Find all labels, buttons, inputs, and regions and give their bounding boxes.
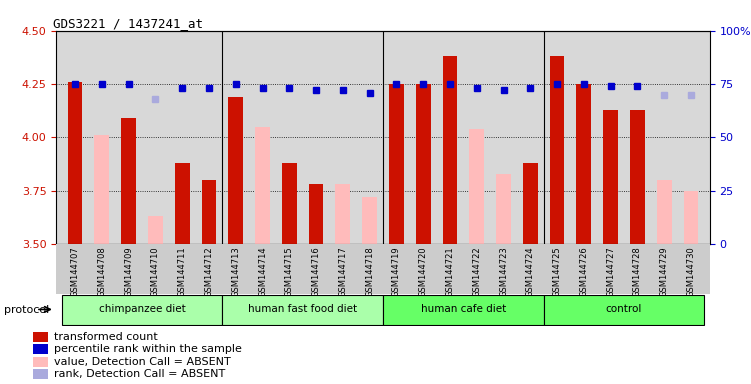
Text: protocol: protocol	[4, 305, 49, 315]
Text: GSM144718: GSM144718	[365, 247, 374, 297]
Text: rank, Detection Call = ABSENT: rank, Detection Call = ABSENT	[54, 369, 225, 379]
Bar	[228, 97, 243, 244]
Text: GSM144717: GSM144717	[339, 247, 348, 297]
Text: GDS3221 / 1437241_at: GDS3221 / 1437241_at	[53, 17, 203, 30]
Text: value, Detection Call = ABSENT: value, Detection Call = ABSENT	[54, 357, 231, 367]
Text: GSM144722: GSM144722	[472, 247, 481, 297]
Text: chimpanzee diet: chimpanzee diet	[98, 305, 185, 314]
Text: GSM144716: GSM144716	[312, 247, 321, 297]
Bar	[550, 56, 565, 244]
Bar	[389, 84, 404, 244]
Bar	[56, 244, 710, 294]
Text: GSM144725: GSM144725	[553, 247, 562, 297]
Text: GSM144713: GSM144713	[231, 247, 240, 297]
Text: GSM144727: GSM144727	[606, 247, 615, 297]
Text: GSM144715: GSM144715	[285, 247, 294, 297]
Bar	[34, 357, 48, 367]
Bar	[34, 369, 48, 379]
Text: GSM144723: GSM144723	[499, 247, 508, 297]
Bar	[362, 197, 377, 244]
FancyBboxPatch shape	[544, 295, 704, 325]
Text: GSM144721: GSM144721	[445, 247, 454, 297]
Text: GSM144708: GSM144708	[98, 247, 107, 297]
Bar	[603, 109, 618, 244]
Text: GSM144714: GSM144714	[258, 247, 267, 297]
Bar	[95, 135, 109, 244]
Text: GSM144711: GSM144711	[178, 247, 187, 297]
FancyBboxPatch shape	[383, 295, 544, 325]
Bar	[683, 190, 698, 244]
Text: GSM144710: GSM144710	[151, 247, 160, 297]
Text: control: control	[606, 305, 642, 314]
Bar	[255, 127, 270, 244]
Text: GSM144720: GSM144720	[418, 247, 427, 297]
Text: transformed count: transformed count	[54, 332, 158, 342]
Bar	[175, 163, 189, 244]
FancyBboxPatch shape	[222, 295, 383, 325]
Bar	[523, 163, 538, 244]
Text: GSM144719: GSM144719	[392, 247, 401, 297]
Bar	[336, 184, 350, 244]
Text: GSM144726: GSM144726	[579, 247, 588, 297]
Text: GSM144709: GSM144709	[124, 247, 133, 297]
Text: GSM144728: GSM144728	[633, 247, 642, 297]
Bar	[496, 174, 511, 244]
Bar	[442, 56, 457, 244]
Bar	[416, 84, 430, 244]
Bar	[148, 216, 163, 244]
Text: GSM144729: GSM144729	[659, 247, 668, 297]
Bar	[282, 163, 297, 244]
FancyBboxPatch shape	[62, 295, 222, 325]
Bar	[577, 84, 591, 244]
Bar	[121, 118, 136, 244]
Bar	[309, 184, 324, 244]
Bar	[34, 344, 48, 354]
Bar	[68, 82, 83, 244]
Text: human fast food diet: human fast food diet	[248, 305, 357, 314]
Text: GSM144724: GSM144724	[526, 247, 535, 297]
Bar	[201, 180, 216, 244]
Bar	[34, 332, 48, 342]
Text: GSM144730: GSM144730	[686, 247, 695, 297]
Bar	[469, 129, 484, 244]
Text: GSM144712: GSM144712	[204, 247, 213, 297]
Text: GSM144707: GSM144707	[71, 247, 80, 297]
Bar	[630, 109, 645, 244]
Bar	[657, 180, 671, 244]
Text: percentile rank within the sample: percentile rank within the sample	[54, 344, 242, 354]
Text: human cafe diet: human cafe diet	[421, 305, 506, 314]
